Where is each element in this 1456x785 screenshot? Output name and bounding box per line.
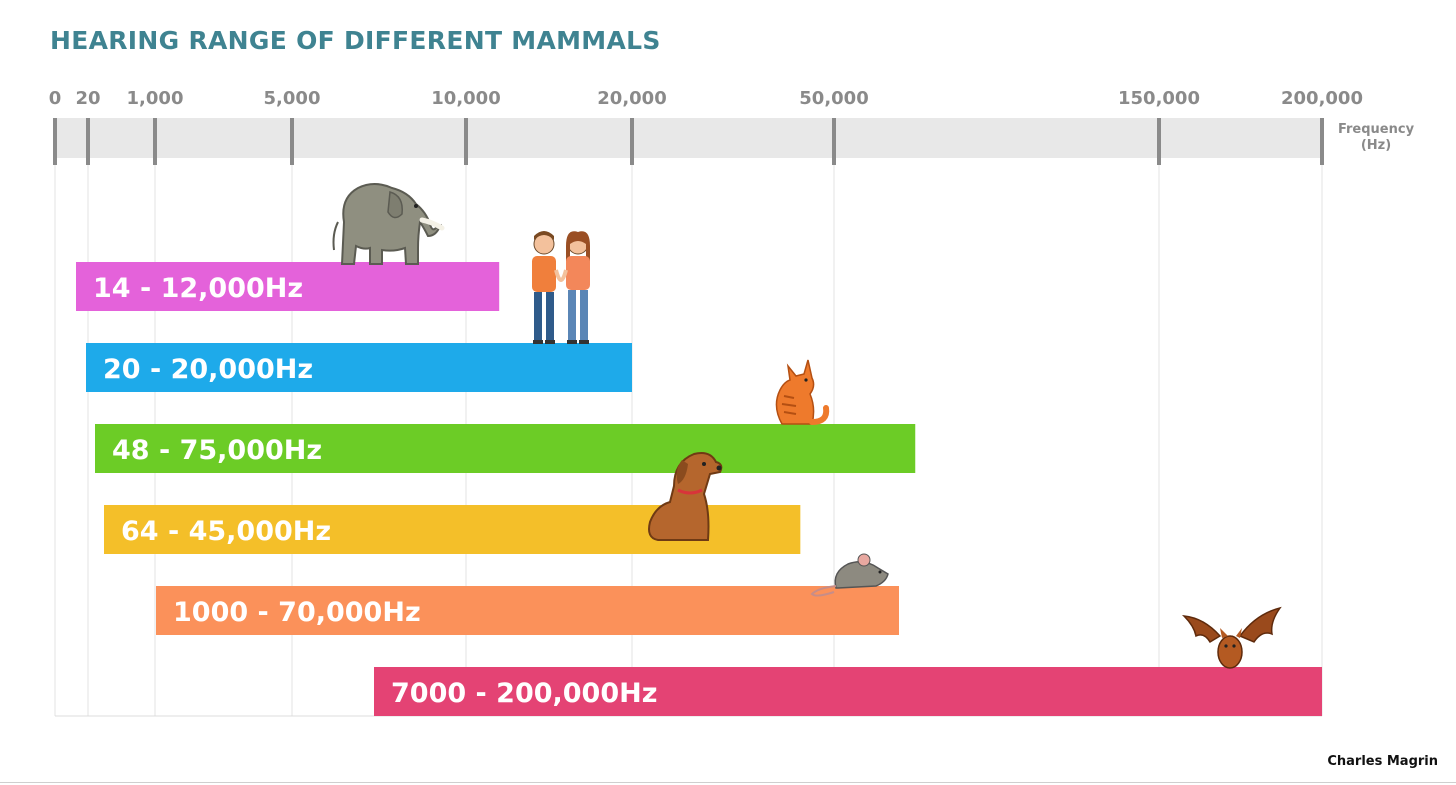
bars: 14 - 12,000Hz 20 - 20,000Hz 48 - 75,000Hz 6… bbox=[76, 262, 1322, 716]
bar-rect-human bbox=[86, 343, 632, 392]
x-axis-label-line1: Frequency bbox=[1338, 122, 1415, 137]
axis-ticks bbox=[53, 118, 1324, 165]
tick-label-20: 20 bbox=[75, 88, 100, 109]
bar-cat: 48 - 75,000Hz bbox=[95, 424, 916, 473]
chart-title: HEARING RANGE OF DIFFERENT MAMMALS bbox=[50, 26, 661, 55]
bar-rect-cat bbox=[95, 424, 916, 473]
tick-label-20,000: 20,000 bbox=[597, 88, 666, 109]
elephant-icon bbox=[332, 183, 445, 265]
bar-rect-elephant bbox=[76, 262, 500, 311]
mouse-icon bbox=[810, 553, 889, 597]
bar-label-mouse: 1000 - 70,000Hz bbox=[173, 597, 421, 628]
bar-mouse: 1000 - 70,000Hz bbox=[156, 586, 899, 635]
bar-label-elephant: 14 - 12,000Hz bbox=[93, 273, 303, 304]
cat-icon bbox=[775, 359, 830, 425]
bar-human: 20 - 20,000Hz bbox=[86, 343, 632, 392]
human-couple-icon bbox=[532, 231, 590, 344]
dog-icon bbox=[648, 452, 723, 541]
axis-band bbox=[55, 118, 1322, 158]
tick-label-150,000: 150,000 bbox=[1118, 88, 1200, 109]
axis-tick-labels: 0 20 1,000 5,000 10,000 20,000 50,000 150,000 20… bbox=[49, 88, 1363, 109]
bar-elephant: 14 - 12,000Hz bbox=[76, 262, 500, 311]
bar-rect-bat bbox=[374, 667, 1322, 716]
tick-label-10,000: 10,000 bbox=[431, 88, 500, 109]
tick-label-50,000: 50,000 bbox=[799, 88, 868, 109]
tick-label-0: 0 bbox=[49, 88, 62, 109]
tick-label-1,000: 1,000 bbox=[127, 88, 184, 109]
x-axis-label-line2: (Hz) bbox=[1361, 138, 1391, 153]
bar-label-human: 20 - 20,000Hz bbox=[103, 354, 313, 385]
bar-bat: 7000 - 200,000Hz bbox=[374, 667, 1322, 716]
bat-icon bbox=[1181, 606, 1282, 669]
bottom-rule bbox=[0, 782, 1456, 783]
bar-label-dog: 64 - 45,000Hz bbox=[121, 516, 331, 547]
bar-label-bat: 7000 - 200,000Hz bbox=[391, 678, 657, 709]
tick-label-200,000: 200,000 bbox=[1281, 88, 1363, 109]
bar-rect-mouse bbox=[156, 586, 899, 635]
tick-label-5,000: 5,000 bbox=[264, 88, 321, 109]
author-credit: Charles Magrin bbox=[1327, 754, 1438, 769]
bar-label-cat: 48 - 75,000Hz bbox=[112, 435, 322, 466]
